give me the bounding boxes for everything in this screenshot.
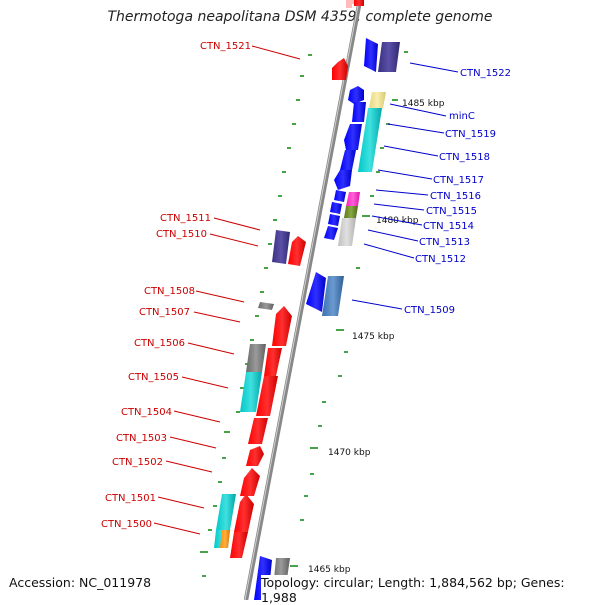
topology-text: Topology: circular; Length: 1,884,562 bp… — [261, 575, 600, 605]
gene-CTN_1508[interactable] — [258, 302, 274, 310]
gene-CTN_1503[interactable] — [246, 446, 264, 466]
label-CTN_1514: CTN_1514 — [423, 221, 474, 232]
gene-CTN_1502[interactable] — [240, 468, 260, 496]
tick-label-1470: 1470 kbp — [328, 448, 371, 458]
label-CTN_1509: CTN_1509 — [404, 305, 455, 316]
label-CTN_1508: CTN_1508 — [144, 286, 195, 297]
gene-CTN_1522[interactable] — [364, 38, 400, 72]
gene-CTN_1504[interactable] — [248, 418, 268, 444]
label-minC: minC — [449, 111, 475, 122]
label-CTN_1522: CTN_1522 — [460, 68, 511, 79]
genome-title: Thermotoga neapolitana DSM 4359, complet… — [107, 9, 493, 25]
gene-CTN_1505[interactable] — [240, 372, 278, 416]
gene-CTN_1513[interactable] — [338, 218, 356, 246]
gene-CTN_1515[interactable] — [330, 202, 358, 218]
gene-CTN_1507[interactable] — [272, 306, 292, 346]
label-CTN_1521: CTN_1521 — [200, 41, 251, 52]
gene-CTN_1518[interactable] — [340, 124, 362, 170]
label-CTN_1507: CTN_1507 — [139, 307, 190, 318]
gene-CTN_1512[interactable] — [324, 226, 338, 240]
gene-CTN_1501[interactable] — [216, 494, 254, 532]
label-CTN_1513: CTN_1513 — [419, 237, 470, 248]
reverse-leader-lines — [153, 45, 301, 535]
forward-leader-lines — [351, 62, 459, 310]
gene-CTN_1521[interactable] — [332, 58, 348, 80]
label-CTN_1515: CTN_1515 — [426, 206, 477, 217]
label-CTN_1500: CTN_1500 — [101, 519, 152, 530]
label-CTN_1512: CTN_1512 — [415, 254, 466, 265]
gene-CTN_1509[interactable] — [306, 272, 344, 316]
label-CTN_1518: CTN_1518 — [439, 152, 490, 163]
label-CTN_1506: CTN_1506 — [134, 338, 185, 349]
label-CTN_1503: CTN_1503 — [116, 433, 167, 444]
label-CTN_1516: CTN_1516 — [430, 191, 481, 202]
label-CTN_1504: CTN_1504 — [121, 407, 172, 418]
tick-label-1475: 1475 kbp — [352, 332, 395, 342]
minor-tick-marks — [200, 51, 408, 577]
tick-label-1465: 1465 kbp — [308, 565, 351, 575]
label-CTN_1501: CTN_1501 — [105, 493, 156, 504]
gene-CTN_1506[interactable] — [246, 344, 282, 376]
genome-backbone — [243, 0, 363, 600]
label-CTN_1517: CTN_1517 — [433, 175, 484, 186]
label-CTN_1505: CTN_1505 — [128, 372, 179, 383]
accession-text: Accession: NC_011978 — [9, 575, 152, 590]
gene-CTN_1500[interactable] — [214, 530, 248, 558]
label-CTN_1511: CTN_1511 — [160, 213, 211, 224]
label-CTN_1510: CTN_1510 — [156, 229, 207, 240]
gene-CTN_1517[interactable] — [334, 170, 352, 190]
tick-label-1485: 1485 kbp — [402, 99, 445, 109]
gene-CTN_1516[interactable] — [334, 190, 360, 206]
label-CTN_1502: CTN_1502 — [112, 457, 163, 468]
gene-minC[interactable] — [369, 92, 386, 108]
partial-gene-top[interactable] — [346, 0, 364, 8]
gene-CTN_1511[interactable] — [272, 230, 290, 264]
gene-CTN_1514[interactable] — [328, 214, 340, 226]
gene-CTN_1520-block[interactable] — [348, 86, 366, 122]
gene-CTN_1510[interactable] — [288, 236, 306, 266]
gene-CTN_1519[interactable] — [358, 108, 382, 172]
label-CTN_1519: CTN_1519 — [445, 129, 496, 140]
